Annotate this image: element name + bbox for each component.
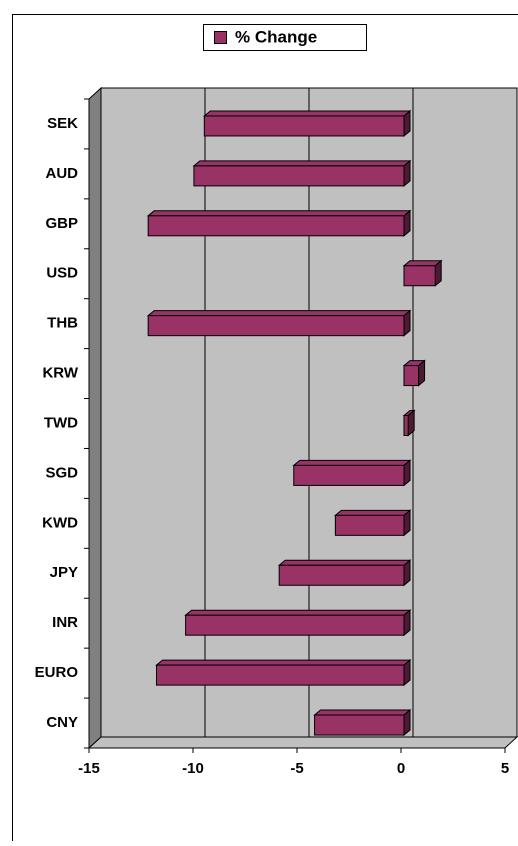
bar — [294, 465, 404, 485]
y-tick-label: KWD — [42, 514, 78, 531]
bar-side — [404, 211, 410, 236]
x-tick-label: -15 — [78, 760, 100, 777]
y-tick-label: SEK — [47, 115, 78, 132]
bar — [186, 615, 404, 635]
bar-top — [148, 211, 410, 216]
bar-side — [419, 361, 425, 386]
bar — [335, 515, 404, 535]
legend-label: % Change — [235, 27, 317, 46]
bar — [148, 316, 404, 336]
bar-top — [279, 560, 410, 565]
bar-top — [194, 161, 410, 166]
bar — [156, 665, 404, 685]
bar-top — [294, 460, 410, 465]
y-tick-label: KRW — [42, 365, 78, 382]
bar — [315, 715, 404, 735]
bar-top — [315, 710, 410, 715]
bar-side — [404, 710, 410, 735]
plot-area: -15 -10 -5 0 5 SEK AUD GBP USD THB KRW TWD SGD KWD JPY… — [35, 88, 517, 777]
bar-side — [404, 111, 410, 136]
bar — [148, 216, 404, 236]
bar-side — [404, 560, 410, 585]
bar-top — [335, 510, 410, 515]
bar-side — [435, 261, 441, 286]
x-tick-label: -10 — [182, 760, 204, 777]
bar-side — [404, 161, 410, 186]
x-tick-label: 5 — [501, 760, 509, 777]
y-tick-label: GBP — [45, 215, 78, 232]
x-tick-label: -5 — [290, 760, 303, 777]
bar-side — [404, 311, 410, 336]
legend: % Change — [204, 25, 367, 51]
y-tick-label: USD — [46, 265, 78, 282]
bar — [204, 116, 404, 136]
floor — [89, 737, 517, 748]
legend-swatch — [215, 32, 227, 44]
y-tick-label: INR — [52, 614, 78, 631]
bar-top — [148, 311, 410, 316]
bar — [194, 166, 404, 186]
y-tick-label: CNY — [46, 714, 78, 731]
bar-side — [404, 660, 410, 685]
bar — [404, 266, 435, 286]
bar-side — [404, 510, 410, 535]
bar-top — [156, 660, 410, 665]
bar-side — [404, 460, 410, 485]
bar-top — [186, 610, 410, 615]
y-tick-label: AUD — [46, 165, 79, 182]
bar — [279, 565, 404, 585]
bar-side — [408, 411, 414, 436]
bar — [404, 366, 419, 386]
bar — [404, 416, 408, 436]
bar-top — [204, 111, 410, 116]
side-wall — [89, 88, 101, 748]
y-tick-label: EURO — [35, 664, 79, 681]
y-tick-label: SGD — [45, 464, 78, 481]
bar-side — [404, 610, 410, 635]
y-tick-label: JPY — [50, 564, 78, 581]
y-tick-label: THB — [47, 315, 78, 332]
x-tick-label: 0 — [397, 760, 405, 777]
y-tick-label: TWD — [44, 414, 78, 431]
